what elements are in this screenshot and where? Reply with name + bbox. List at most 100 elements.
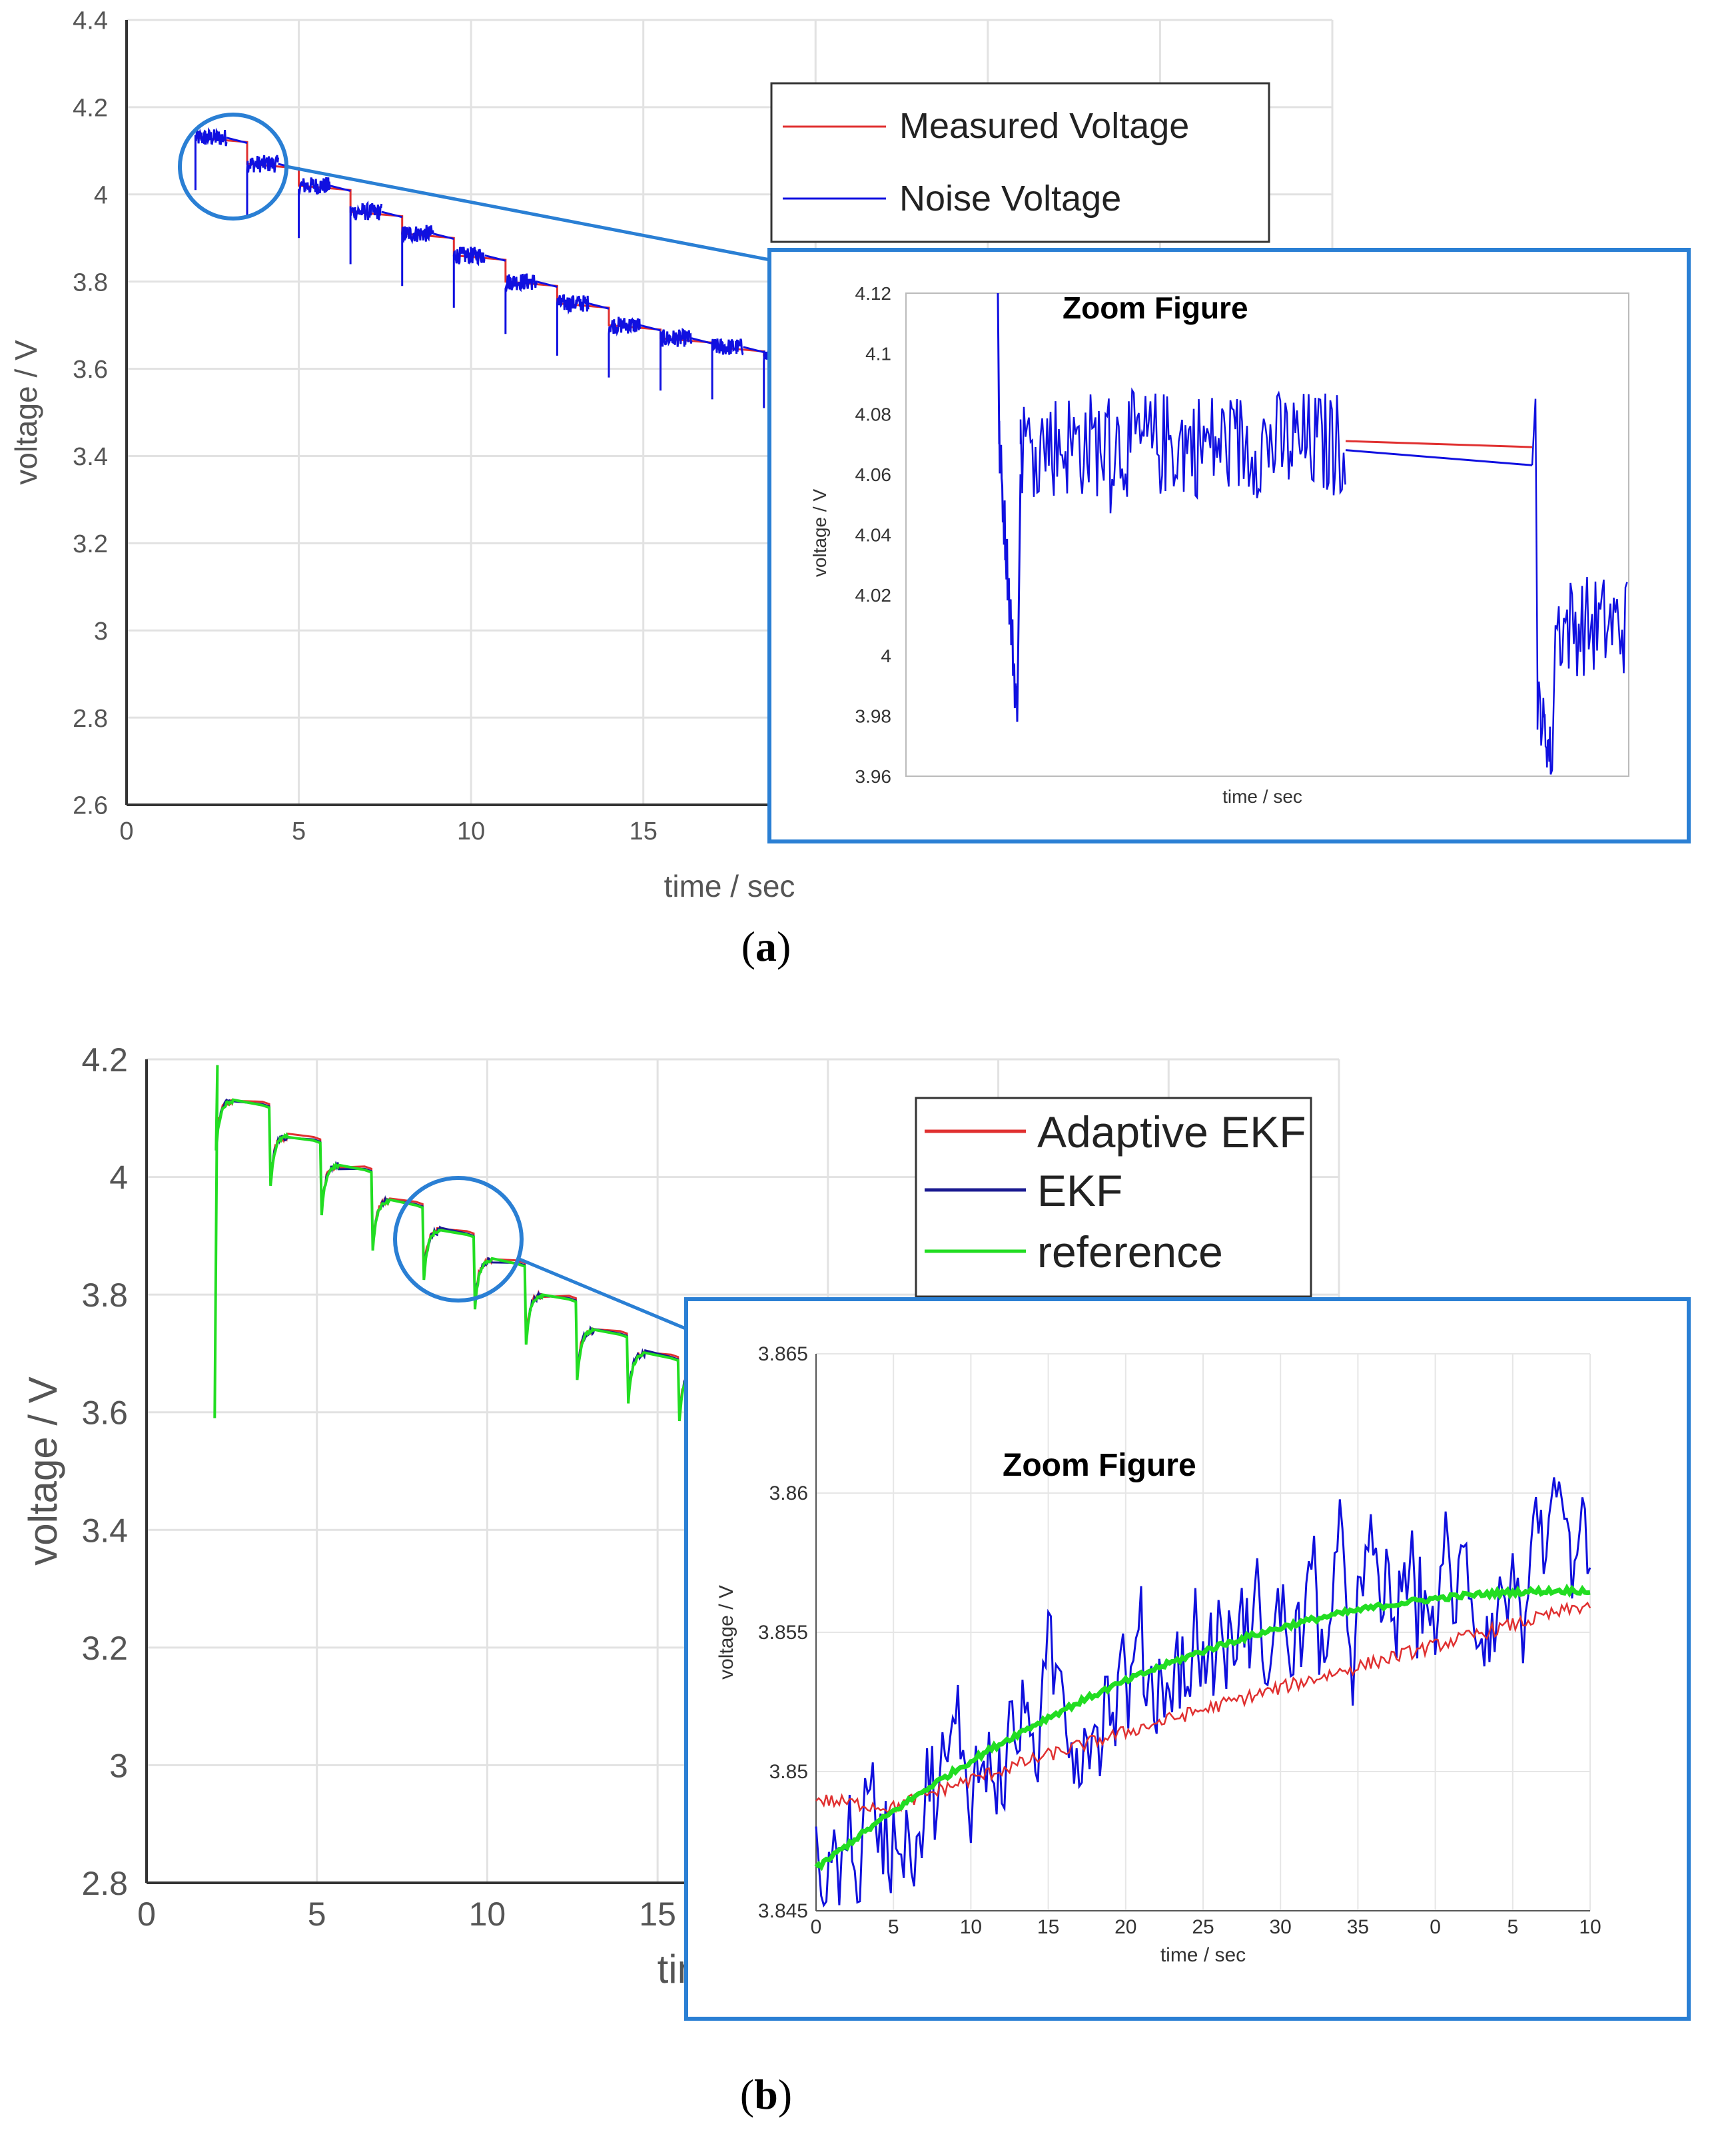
x-tick-label: 0 — [119, 817, 133, 845]
legend-label-measured: Measured Voltage — [899, 106, 1189, 146]
y-tick-label: 3.6 — [81, 1394, 128, 1432]
zoom-y-tick-label: 3.855 — [758, 1622, 808, 1644]
zoom-measured-segment — [1345, 440, 1533, 448]
zoom-y-tick-label: 4.12 — [855, 283, 892, 304]
zoom-y-tick-label: 4 — [881, 646, 891, 666]
zoom-x-axis-label: time / sec — [1160, 1944, 1246, 1966]
zoom-y-tick-label: 3.98 — [855, 706, 892, 726]
noise-voltage-relax — [640, 324, 661, 332]
zoom-reference-line — [814, 1583, 1591, 1871]
y-tick-label: 4.4 — [73, 7, 108, 35]
caption-a-letter: a — [755, 923, 777, 970]
zoom-panel-b: 0 5 10 15 20 25 30 35 0 5 10 3.845 3.85 3.855 3.86 3.86… — [684, 1297, 1691, 2021]
zoom-y-tick-label: 3.85 — [769, 1761, 808, 1783]
noise-voltage-burst — [659, 328, 693, 391]
x-axis-label: time / sec — [664, 869, 795, 903]
zoom-ekf-line — [815, 1477, 1591, 1908]
zoom-y-tick-label: 4.06 — [855, 464, 892, 485]
zoom-plot-area — [905, 292, 1629, 777]
zoom-y-tick-label: 3.86 — [769, 1482, 808, 1504]
legend-label-1: EKF — [1037, 1166, 1122, 1215]
y-tick-label: 3 — [109, 1747, 128, 1784]
x-tick-label: 15 — [639, 1895, 676, 1933]
zoom-x-tick-label: 0 — [811, 1916, 822, 1938]
y-axis-label: voltage / V — [21, 1376, 65, 1566]
y-tick-label: 3 — [94, 618, 108, 646]
zoom-x-tick-label: 25 — [1192, 1916, 1214, 1938]
zoom-y-tick-label: 4.02 — [855, 585, 892, 606]
x-tick-label: 5 — [292, 817, 306, 845]
zoom-x-tick-label: 10 — [1579, 1916, 1601, 1938]
zoom-title: Zoom Figure — [1003, 1448, 1196, 1483]
zoom-noise-band — [1019, 387, 1346, 514]
noise-voltage-burst — [349, 200, 383, 265]
noise-voltage-burst — [452, 247, 486, 308]
zoom-adaptive-ekf-line — [815, 1601, 1591, 1815]
noise-voltage-relax — [329, 185, 351, 192]
zoom-noise-segment — [1345, 449, 1533, 466]
zoom-x-tick-label: 30 — [1270, 1916, 1292, 1938]
legend-label-noise: Noise Voltage — [899, 179, 1121, 219]
noise-voltage-burst — [608, 316, 641, 378]
zoom-x-tick-label: 10 — [960, 1916, 982, 1938]
y-tick-label: 2.6 — [73, 792, 108, 820]
zoom-panel-a: 3.96 3.98 4 4.02 4.04 4.06 4.08 4.1 4.12 time / s… — [767, 248, 1691, 843]
caption-b: (b) — [740, 2071, 792, 2118]
zoom-x-tick-label: 35 — [1347, 1916, 1369, 1938]
caption-a: (a) — [741, 923, 791, 970]
noise-voltage-relax — [691, 337, 713, 345]
y-tick-label: 4 — [109, 1159, 128, 1197]
zoom-noise-next-step — [1531, 398, 1628, 775]
x-tick-label: 0 — [137, 1895, 156, 1933]
zoom-x-tick-label: 5 — [888, 1916, 899, 1938]
noise-voltage-relax — [536, 280, 558, 288]
zoom-y-tick-label: 3.96 — [855, 766, 892, 787]
zoom-y-axis-label: voltage / V — [715, 1585, 737, 1680]
legend-box — [770, 82, 1270, 243]
y-tick-label: 4.2 — [73, 95, 108, 123]
y-tick-label: 3.2 — [73, 530, 108, 558]
y-tick-label: 2.8 — [81, 1865, 128, 1902]
legend-label-0: Adaptive EKF — [1037, 1107, 1306, 1157]
zoom-y-tick-label: 4.08 — [855, 404, 892, 424]
x-tick-label: 10 — [469, 1895, 506, 1933]
y-tick-label: 3.2 — [81, 1630, 128, 1667]
zoom-x-tick-label: 0 — [1430, 1916, 1441, 1938]
zoom-noise-drop — [997, 292, 1022, 722]
legend-b: Adaptive EKF EKF reference — [915, 1097, 1312, 1298]
zoom-x-axis-label: time / sec — [1222, 786, 1302, 807]
noise-voltage-burst — [711, 338, 744, 400]
zoom-title: Zoom Figure — [1063, 290, 1248, 325]
caption-b-letter: b — [754, 2071, 778, 2118]
noise-voltage-relax — [484, 254, 506, 262]
y-tick-label: 3.8 — [81, 1277, 128, 1314]
noise-voltage-relax — [432, 233, 454, 240]
zoom-x-tick-label: 15 — [1037, 1916, 1059, 1938]
noise-voltage-relax — [743, 346, 765, 354]
y-tick-label: 3.4 — [73, 443, 108, 471]
zoom-y-tick-label: 3.865 — [758, 1343, 808, 1365]
zoom-x-tick-label: 5 — [1507, 1916, 1518, 1938]
x-tick-label: 5 — [308, 1895, 326, 1933]
noise-voltage-burst — [194, 127, 228, 191]
y-tick-label: 2.8 — [73, 705, 108, 733]
zoom-y-tick-label: 4.1 — [865, 344, 891, 364]
y-tick-label: 4.2 — [81, 1041, 128, 1079]
noise-voltage-relax — [226, 137, 248, 145]
noise-voltage-burst — [504, 273, 538, 334]
zoom-series-group — [997, 292, 1628, 775]
noise-voltage-relax — [381, 211, 403, 219]
zoom-y-tick-label: 4.04 — [855, 525, 892, 546]
noise-voltage-burst — [246, 155, 279, 217]
zoom-y-axis-label: voltage / V — [809, 489, 830, 578]
noise-voltage-burst — [556, 294, 590, 356]
y-axis-label: voltage / V — [9, 340, 43, 485]
zoom-y-tick-label: 3.845 — [758, 1900, 808, 1922]
noise-voltage-relax — [588, 302, 610, 310]
x-tick-label: 15 — [630, 817, 657, 845]
y-tick-label: 3.8 — [73, 268, 108, 296]
x-tick-label: 10 — [457, 817, 485, 845]
noise-voltage-burst — [298, 177, 331, 239]
zoom-circle-b — [393, 1176, 524, 1303]
